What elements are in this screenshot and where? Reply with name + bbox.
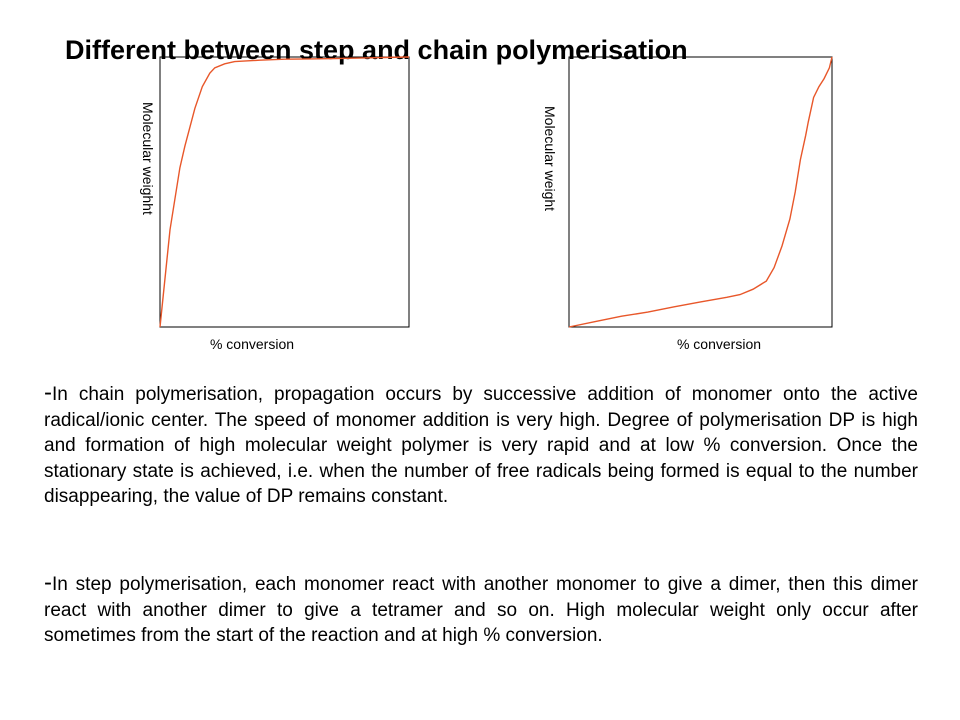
chain-polymerisation-chart: Molecular weighht % conversion <box>140 56 410 352</box>
chain-polymerisation-paragraph: -In chain polymerisation, propagation oc… <box>44 380 918 510</box>
bullet-dash: - <box>44 379 52 406</box>
plot-frame <box>568 56 833 328</box>
step-polymerisation-paragraph: -In step polymerisation, each monomer re… <box>44 570 918 649</box>
step-paragraph-text: In step polymerisation, each monomer rea… <box>44 574 918 646</box>
step-mw-curve <box>568 56 833 328</box>
plot-frame <box>159 56 410 328</box>
chain-paragraph-text: In chain polymerisation, propagation occ… <box>44 384 918 507</box>
step-polymerisation-chart: Molecular weight % conversion <box>542 56 833 352</box>
x-axis-label: % conversion <box>677 336 761 352</box>
x-axis-label: % conversion <box>210 336 294 352</box>
bullet-dash: - <box>44 569 52 596</box>
page-title: Different between step and chain polymer… <box>65 35 688 66</box>
chain-mw-curve <box>159 56 410 328</box>
y-axis-label: Molecular weight <box>542 106 558 211</box>
y-axis-label: Molecular weighht <box>140 102 156 215</box>
